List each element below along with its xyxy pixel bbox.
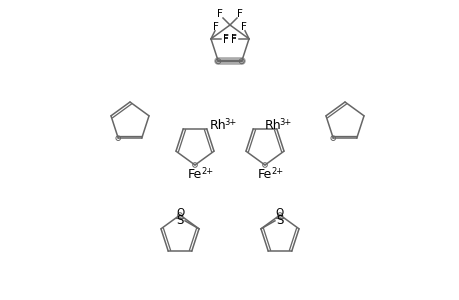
Text: Fe: Fe xyxy=(187,169,202,182)
Text: S: S xyxy=(176,214,183,227)
Text: O: O xyxy=(275,208,284,218)
Text: Rh: Rh xyxy=(210,118,226,131)
Text: 2+: 2+ xyxy=(270,167,282,176)
Text: F: F xyxy=(230,35,236,45)
Text: F: F xyxy=(230,34,236,44)
Text: S: S xyxy=(276,214,283,227)
Text: F: F xyxy=(223,35,229,45)
Text: F: F xyxy=(241,22,246,32)
Text: F: F xyxy=(217,9,223,19)
Text: F: F xyxy=(213,22,218,32)
Text: Fe: Fe xyxy=(257,169,272,182)
Text: Rh: Rh xyxy=(264,118,281,131)
Text: F: F xyxy=(236,9,242,19)
Text: 3+: 3+ xyxy=(279,118,291,127)
Text: F: F xyxy=(223,34,229,44)
Text: 3+: 3+ xyxy=(224,118,236,127)
Text: 2+: 2+ xyxy=(201,167,213,176)
Text: O: O xyxy=(175,208,184,218)
